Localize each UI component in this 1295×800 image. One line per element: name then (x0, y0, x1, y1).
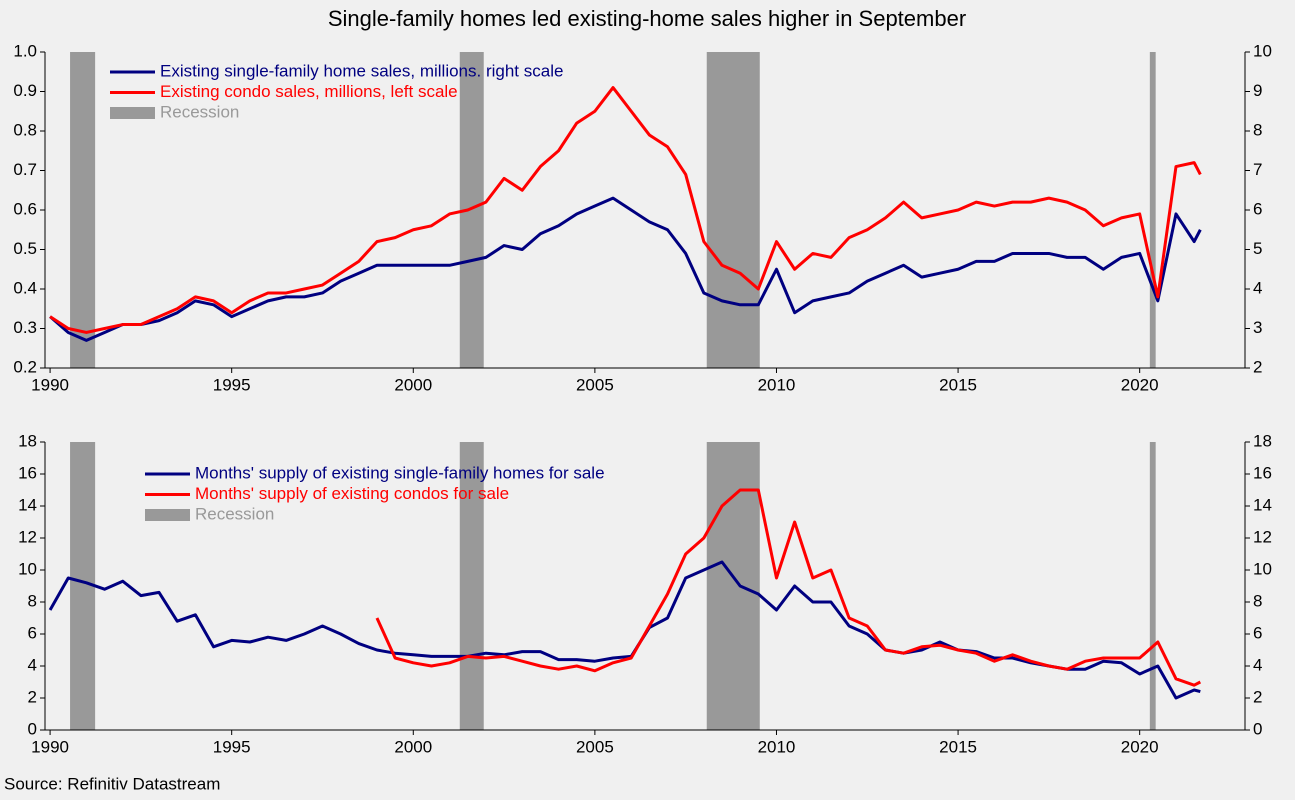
y2-tick-label: 8 (1253, 120, 1262, 139)
x-tick-label: 2000 (394, 737, 432, 756)
source-note: Source: Refinitiv Datastream (4, 774, 220, 793)
x-tick-label: 2000 (394, 375, 432, 394)
y-tick-label: 0.2 (13, 357, 37, 376)
y2-tick-label: 5 (1253, 239, 1262, 258)
y2-tick-label: 10 (1253, 559, 1272, 578)
x-tick-label: 1990 (31, 375, 69, 394)
y2-tick-label: 18 (1253, 431, 1272, 450)
series-line (375, 488, 1202, 687)
legend-label: Months' supply of existing condos for sa… (195, 484, 509, 503)
y-tick-label: 2 (28, 687, 37, 706)
y-tick-label: 10 (18, 559, 37, 578)
y-tick-label: 0.6 (13, 199, 37, 218)
y2-tick-label: 16 (1253, 463, 1272, 482)
legend-label: Months' supply of existing single-family… (195, 463, 605, 482)
y-tick-label: 0.7 (13, 160, 37, 179)
y2-tick-label: 8 (1253, 591, 1262, 610)
y-tick-label: 0.9 (13, 81, 37, 100)
y-tick-label: 0 (28, 719, 37, 738)
recession-band (70, 442, 96, 730)
y2-tick-label: 6 (1253, 199, 1262, 218)
y2-tick-label: 4 (1253, 655, 1262, 674)
y-tick-label: 0.5 (13, 239, 37, 258)
y2-tick-label: 3 (1253, 318, 1262, 337)
x-tick-label: 1995 (213, 375, 251, 394)
x-tick-label: 2005 (576, 737, 614, 756)
y2-tick-label: 6 (1253, 623, 1262, 642)
y2-tick-label: 12 (1253, 527, 1272, 546)
series-line (48, 560, 1201, 700)
x-tick-label: 2015 (939, 375, 977, 394)
y-tick-label: 14 (18, 495, 37, 514)
y-tick-label: 6 (28, 623, 37, 642)
recession-band (1149, 442, 1156, 730)
recession-band (1149, 52, 1156, 368)
y-tick-label: 0.4 (13, 278, 37, 297)
x-tick-label: 2015 (939, 737, 977, 756)
y-tick-label: 12 (18, 527, 37, 546)
y2-tick-label: 2 (1253, 357, 1262, 376)
y2-tick-label: 9 (1253, 81, 1262, 100)
y2-tick-label: 14 (1253, 495, 1272, 514)
legend-label: Existing single-family home sales, milli… (160, 61, 563, 80)
y-tick-label: 8 (28, 591, 37, 610)
y2-tick-label: 7 (1253, 160, 1262, 179)
y2-tick-label: 0 (1253, 719, 1262, 738)
recession-band (706, 442, 760, 730)
legend-label: Existing condo sales, millions, left sca… (160, 82, 458, 101)
series-line (49, 86, 1202, 334)
legend-label: Recession (195, 504, 274, 523)
legend-label: Recession (160, 102, 239, 121)
series-line (49, 196, 1202, 342)
chart-title: Single-family homes led existing-home sa… (328, 6, 966, 31)
x-tick-label: 2010 (758, 375, 796, 394)
y2-tick-label: 4 (1253, 278, 1262, 297)
y-tick-label: 4 (28, 655, 37, 674)
x-tick-label: 2005 (576, 375, 614, 394)
y2-tick-label: 2 (1253, 687, 1262, 706)
x-tick-label: 1995 (213, 737, 251, 756)
y-tick-label: 18 (18, 431, 37, 450)
x-tick-label: 2020 (1121, 737, 1159, 756)
y-tick-label: 0.3 (13, 318, 37, 337)
x-tick-label: 1990 (31, 737, 69, 756)
x-tick-label: 2020 (1121, 375, 1159, 394)
y-tick-label: 16 (18, 463, 37, 482)
recession-band (459, 52, 484, 368)
y-tick-label: 1.0 (13, 41, 37, 60)
y2-tick-label: 10 (1253, 41, 1272, 60)
recession-band (706, 52, 760, 368)
y-tick-label: 0.8 (13, 120, 37, 139)
recession-band (70, 52, 96, 368)
x-tick-label: 2010 (758, 737, 796, 756)
